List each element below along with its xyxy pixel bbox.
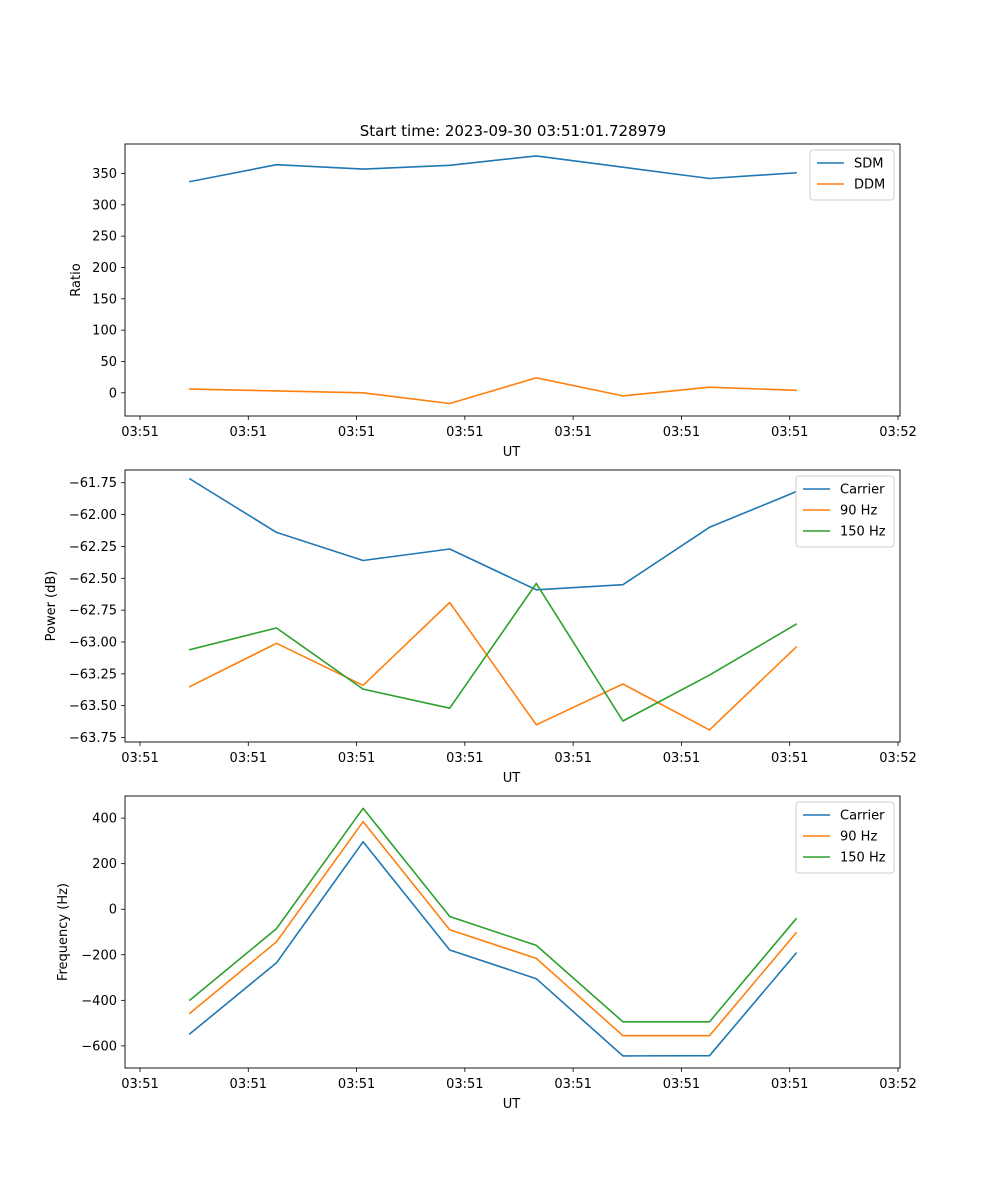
- y-tick-label: −62.50: [69, 572, 117, 587]
- y-tick-label: 300: [92, 198, 117, 213]
- y-tick-label: 200: [92, 857, 117, 872]
- y-tick-label: −62.75: [69, 604, 117, 619]
- series-line-carrier: [188, 840, 798, 1057]
- x-tick-label: 03:51: [663, 751, 700, 766]
- y-tick-label: −63.75: [69, 731, 117, 746]
- legend: Carrier 90 Hz 150 Hz: [795, 801, 895, 874]
- x-tick-label: 03:51: [554, 1077, 591, 1092]
- legend-label: 90 Hz: [840, 504, 877, 519]
- y-tick-label: −200: [81, 948, 117, 963]
- legend: Carrier 90 Hz 150 Hz: [795, 475, 895, 548]
- y-tick-label: −400: [81, 994, 117, 1009]
- x-tick-label: 03:52: [879, 1077, 916, 1092]
- series-line-150-hz: [188, 582, 798, 722]
- series-line-90-hz: [188, 820, 798, 1037]
- x-tick-label: 03:51: [771, 751, 808, 766]
- y-tick-label: 0: [109, 386, 117, 401]
- x-tick-label: 03:52: [879, 425, 916, 440]
- series-line-90-hz: [188, 601, 798, 731]
- series-line-150-hz: [188, 807, 798, 1023]
- plot-frame: [124, 143, 901, 417]
- legend-label: Carrier: [840, 483, 885, 498]
- x-tick-label: 03:51: [446, 425, 483, 440]
- x-axis-label: UT: [503, 445, 521, 460]
- y-tick-label: 0: [109, 903, 117, 918]
- x-tick-label: 03:51: [230, 425, 267, 440]
- series-line-ddm: [189, 376, 797, 405]
- series-line-carrier: [188, 477, 798, 591]
- legend-box: [795, 801, 895, 874]
- x-tick-label: 03:51: [338, 751, 375, 766]
- y-tick-label: 200: [92, 261, 117, 276]
- y-tick-label: −63.25: [69, 667, 117, 682]
- x-tick-label: 03:51: [771, 1077, 808, 1092]
- x-axis-label: UT: [503, 1097, 521, 1112]
- y-tick-label: −62.00: [69, 508, 117, 523]
- x-tick-label: 03:51: [121, 751, 158, 766]
- legend-label: Carrier: [840, 809, 885, 824]
- series-line-sdm: [188, 155, 797, 183]
- y-tick-label: 50: [100, 355, 117, 370]
- plot-frame: [124, 795, 901, 1069]
- y-tick-label: −62.25: [69, 540, 117, 555]
- y-tick-label: 400: [92, 812, 117, 827]
- x-tick-label: 03:51: [121, 1077, 158, 1092]
- y-tick-label: 100: [92, 324, 117, 339]
- x-tick-label: 03:51: [663, 1077, 700, 1092]
- y-tick-label: 150: [92, 292, 117, 307]
- legend-label: 150 Hz: [840, 851, 886, 866]
- x-axis-label: UT: [503, 771, 521, 786]
- y-tick-label: 350: [92, 167, 117, 182]
- x-tick-label: 03:52: [879, 751, 916, 766]
- legend-label: 150 Hz: [840, 525, 886, 540]
- chart-panel-3: 03:51 03:51 03:51 03:51 03:51 03:51 03:51 03:52…: [56, 795, 917, 1112]
- figure-title: Start time: 2023-09-30 03:51:01.728979: [360, 122, 666, 140]
- y-axis-label: Power (dB): [44, 571, 59, 642]
- y-axis-label: Ratio: [69, 263, 84, 296]
- x-tick-label: 03:51: [554, 751, 591, 766]
- x-tick-label: 03:51: [230, 751, 267, 766]
- x-tick-label: 03:51: [446, 1077, 483, 1092]
- legend-label: 90 Hz: [840, 830, 877, 845]
- x-tick-label: 03:51: [230, 1077, 267, 1092]
- x-tick-label: 03:51: [554, 425, 591, 440]
- x-tick-label: 03:51: [663, 425, 700, 440]
- y-tick-label: −63.00: [69, 635, 117, 650]
- chart-panel-2: 03:51 03:51 03:51 03:51 03:51 03:51 03:51 03:52…: [44, 469, 917, 786]
- plot-frame: [124, 469, 901, 743]
- x-tick-label: 03:51: [771, 425, 808, 440]
- legend-label: DDM: [854, 178, 885, 193]
- legend: SDM DDM: [809, 149, 895, 201]
- legend-label: SDM: [854, 157, 883, 172]
- y-tick-label: −61.75: [69, 476, 117, 491]
- x-tick-label: 03:51: [338, 425, 375, 440]
- y-axis-label: Frequency (Hz): [56, 883, 71, 981]
- x-tick-label: 03:51: [338, 1077, 375, 1092]
- y-tick-label: −63.50: [69, 699, 117, 714]
- y-tick-label: 250: [92, 230, 117, 245]
- legend-box: [795, 475, 895, 548]
- y-tick-label: −600: [81, 1039, 117, 1054]
- x-tick-label: 03:51: [121, 425, 158, 440]
- chart-panel-1: 03:51 03:51 03:51 03:51 03:51 03:51 03:51 03:52…: [69, 143, 917, 460]
- x-tick-label: 03:51: [446, 751, 483, 766]
